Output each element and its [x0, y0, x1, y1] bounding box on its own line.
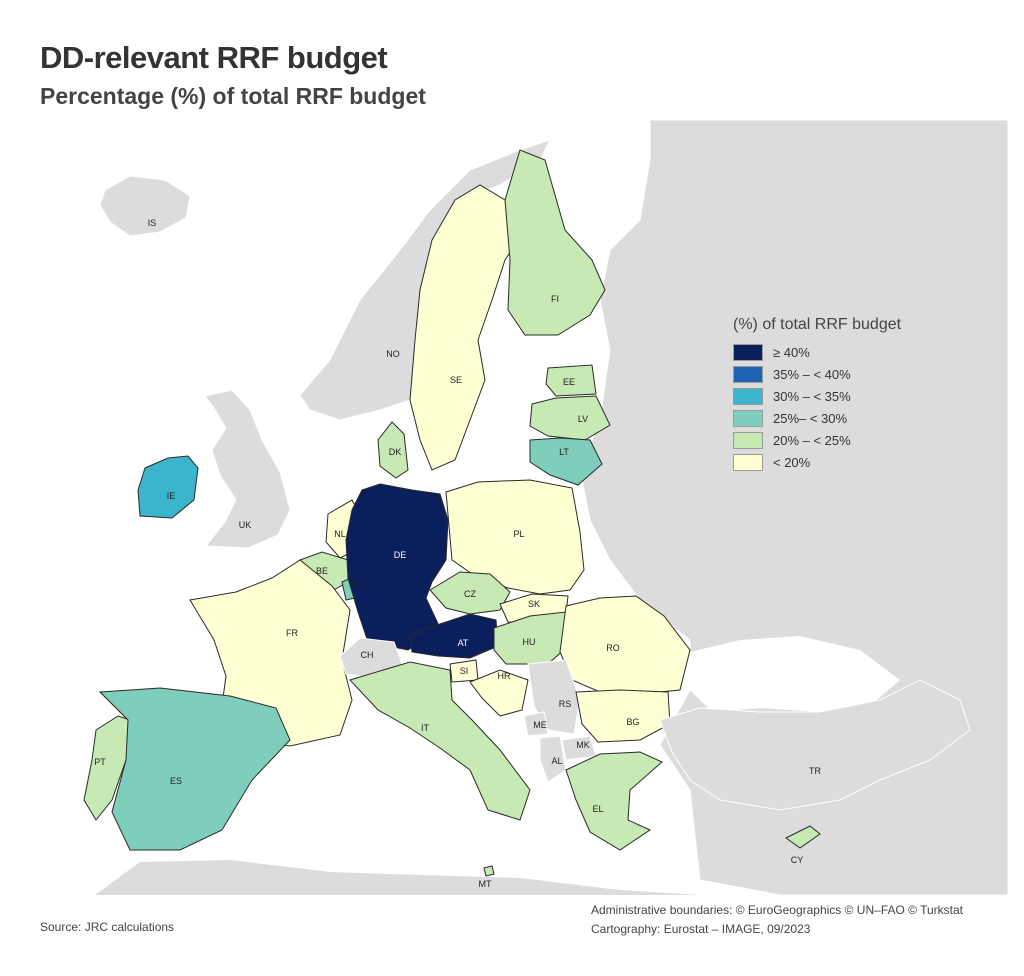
legend-label: < 20% — [773, 454, 811, 470]
country-label-lu: LU — [351, 579, 363, 589]
country-label-is: IS — [148, 218, 157, 228]
country-label-si: SI — [460, 666, 469, 676]
country-al — [539, 735, 567, 783]
country-bg — [575, 689, 671, 743]
country-label-pt: PT — [94, 757, 106, 767]
country-label-bg: BG — [626, 717, 639, 727]
legend-label: 20% – < 25% — [773, 432, 851, 448]
country-label-me: ME — [533, 720, 547, 730]
country-label-mt: MT — [479, 879, 492, 889]
legend-swatch — [733, 365, 763, 383]
country-label-mk: MK — [576, 740, 590, 750]
country-label-it: IT — [421, 723, 430, 733]
legend-swatch — [733, 343, 763, 361]
country-label-no: NO — [386, 349, 400, 359]
country-label-cy: CY — [791, 855, 804, 865]
legend-swatch — [733, 409, 763, 427]
country-label-es: ES — [170, 776, 182, 786]
country-hr — [469, 669, 529, 717]
country-label-al: AL — [551, 756, 562, 766]
map-subtitle: Percentage (%) of total RRF budget — [40, 83, 426, 109]
legend-label: 25%– < 30% — [773, 410, 848, 426]
country-hu — [493, 611, 569, 665]
black-sea — [690, 636, 900, 712]
country-is — [99, 175, 191, 237]
country-label-ch: CH — [361, 650, 374, 660]
country-label-cz: CZ — [464, 589, 476, 599]
country-cz — [429, 571, 511, 615]
country-label-rs: RS — [559, 699, 572, 709]
country-dk — [377, 421, 409, 479]
country-label-tr: TR — [809, 766, 821, 776]
legend: (%) of total RRF budget ≥ 40% 35% – < 40%… — [733, 316, 901, 473]
boundaries-credit: Administrative boundaries: © EuroGeograp… — [591, 903, 964, 917]
country-es — [98, 687, 291, 851]
legend-rows: ≥ 40% 35% – < 40% 30% – < 35% 25%– < 30% 20%… — [733, 341, 901, 473]
legend-swatch — [733, 453, 763, 471]
country-label-at: AT — [458, 638, 469, 648]
country-label-pl: PL — [513, 529, 524, 539]
legend-label: 35% – < 40% — [773, 366, 851, 382]
country-label-hr: HR — [498, 671, 511, 681]
country-label-se: SE — [450, 375, 462, 385]
country-fi — [504, 149, 606, 336]
country-label-ro: RO — [606, 643, 620, 653]
country-label-ie: IE — [167, 491, 176, 501]
country-label-ee: EE — [563, 377, 575, 387]
legend-label: ≥ 40% — [773, 344, 810, 360]
country-mt — [483, 865, 495, 877]
legend-item: 25%– < 30% — [733, 407, 901, 429]
legend-swatch — [733, 387, 763, 405]
legend-item: < 20% — [733, 451, 901, 473]
country-label-uk: UK — [239, 520, 252, 530]
country-pt — [83, 715, 137, 821]
country-uk — [204, 389, 291, 549]
country-it — [349, 661, 531, 821]
country-el — [565, 751, 663, 851]
country-cy — [785, 825, 821, 849]
legend-label: 30% – < 35% — [773, 388, 851, 404]
country-label-fi: FI — [551, 294, 559, 304]
country-label-dk: DK — [389, 447, 402, 457]
background-landmass-south — [95, 860, 700, 895]
country-label-lt: LT — [559, 447, 569, 457]
legend-item: 35% – < 40% — [733, 363, 901, 385]
country-lv — [529, 395, 611, 441]
country-label-de: DE — [394, 550, 407, 560]
legend-swatch — [733, 431, 763, 449]
country-label-lv: LV — [578, 414, 588, 424]
legend-item: 30% – < 35% — [733, 385, 901, 407]
country-label-el: EL — [592, 804, 603, 814]
credits: Administrative boundaries: © EuroGeograp… — [591, 901, 963, 939]
country-label-sk: SK — [528, 599, 540, 609]
country-tr — [659, 679, 971, 811]
country-se — [409, 184, 519, 471]
source-note: Source: JRC calculations — [40, 920, 175, 934]
country-label-fr: FR — [286, 628, 298, 638]
country-de — [345, 483, 449, 651]
country-label-be: BE — [316, 566, 328, 576]
map-title: DD-relevant RRF budget — [40, 40, 388, 75]
legend-item: ≥ 40% — [733, 341, 901, 363]
country-me — [523, 711, 549, 737]
legend-item: 20% – < 25% — [733, 429, 901, 451]
legend-title: (%) of total RRF budget — [733, 316, 902, 333]
country-ee — [545, 364, 597, 397]
country-lt — [529, 437, 603, 486]
country-label-hu: HU — [523, 637, 536, 647]
country-label-nl: NL — [334, 529, 346, 539]
country-ie — [137, 455, 199, 519]
cartography-credit: Cartography: Eurostat – IMAGE, 09/2023 — [591, 922, 811, 936]
